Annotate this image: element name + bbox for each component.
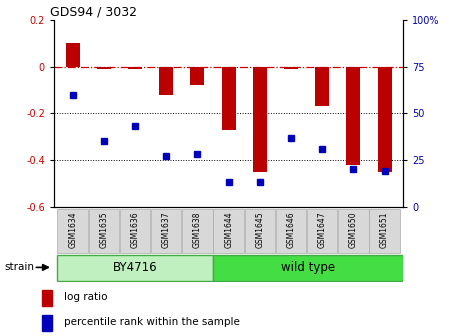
Bar (42, 315, 52, 331)
Text: GSM1635: GSM1635 (99, 212, 108, 248)
Text: percentile rank within the sample: percentile rank within the sample (64, 318, 240, 328)
Bar (284, 67, 298, 69)
Bar (378, 67, 392, 172)
Bar (315, 67, 329, 107)
FancyBboxPatch shape (151, 209, 182, 253)
FancyBboxPatch shape (213, 209, 244, 253)
FancyBboxPatch shape (338, 209, 369, 253)
Text: BY4716: BY4716 (113, 261, 158, 274)
Bar (190, 67, 204, 85)
Text: GSM1645: GSM1645 (255, 212, 265, 248)
Text: GSM1637: GSM1637 (162, 212, 171, 248)
Text: GSM1644: GSM1644 (224, 212, 233, 248)
Text: wild type: wild type (281, 261, 335, 274)
FancyBboxPatch shape (213, 255, 403, 281)
FancyBboxPatch shape (307, 209, 338, 253)
Text: GSM1650: GSM1650 (349, 212, 358, 248)
Bar (128, 67, 142, 69)
Text: log ratio: log ratio (64, 292, 108, 302)
Bar (159, 67, 173, 95)
Text: strain: strain (4, 262, 34, 272)
FancyBboxPatch shape (120, 209, 150, 253)
FancyBboxPatch shape (89, 209, 119, 253)
FancyBboxPatch shape (276, 209, 306, 253)
Text: GSM1651: GSM1651 (380, 212, 389, 248)
FancyBboxPatch shape (370, 209, 400, 253)
FancyBboxPatch shape (245, 209, 275, 253)
Text: GSM1634: GSM1634 (68, 212, 77, 248)
Bar (253, 67, 267, 172)
Text: GDS94 / 3032: GDS94 / 3032 (51, 6, 137, 19)
Text: GSM1636: GSM1636 (130, 212, 140, 248)
Bar (42, 290, 52, 306)
FancyBboxPatch shape (57, 255, 213, 281)
FancyBboxPatch shape (57, 209, 88, 253)
Bar (222, 67, 235, 130)
Bar (97, 67, 111, 69)
FancyBboxPatch shape (182, 209, 212, 253)
Text: GSM1638: GSM1638 (193, 212, 202, 248)
Bar (66, 43, 80, 67)
Text: GSM1646: GSM1646 (287, 212, 295, 248)
Text: GSM1647: GSM1647 (318, 212, 327, 248)
Bar (347, 67, 361, 165)
